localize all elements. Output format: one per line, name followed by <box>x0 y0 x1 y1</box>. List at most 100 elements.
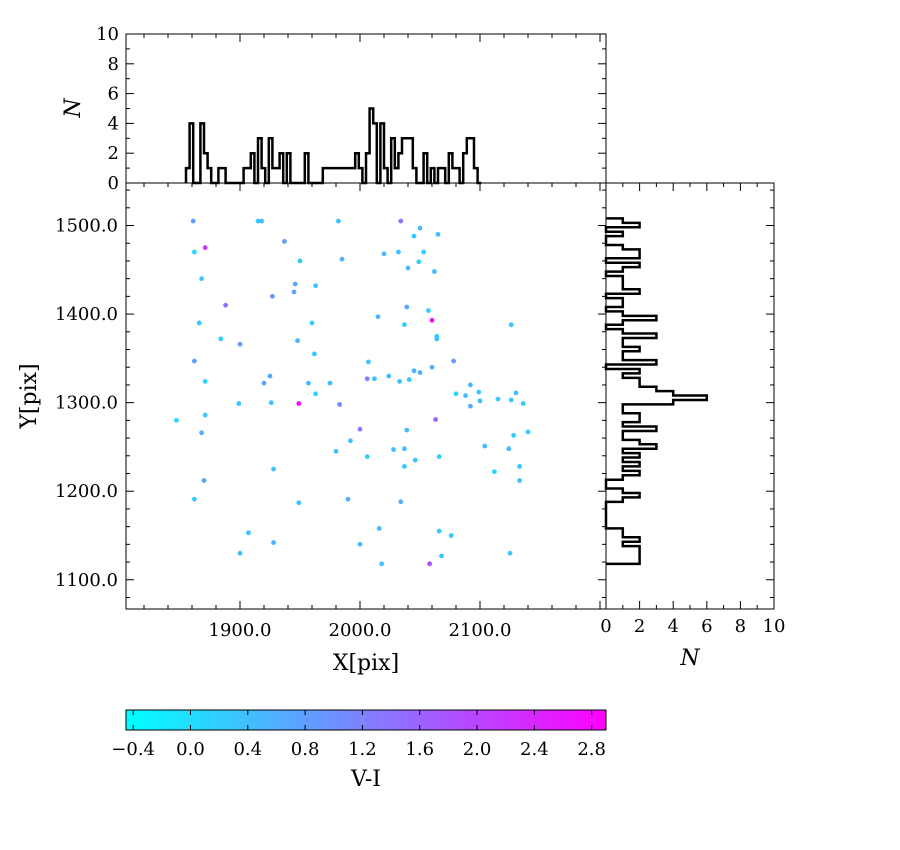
colorbar-tick-label: 1.2 <box>348 739 377 760</box>
scatter-point <box>432 269 437 274</box>
scatter-point <box>312 351 317 357</box>
y-tick-label: 1300.0 <box>55 393 118 414</box>
scatter-point <box>448 533 454 538</box>
scatter-point <box>381 251 387 257</box>
scatter-point <box>271 540 276 545</box>
scatter-point <box>477 398 483 404</box>
scatter-point <box>402 464 407 469</box>
right-hist-x-tick-label: 0 <box>600 616 611 637</box>
scatter-point <box>426 308 431 313</box>
scatter-point <box>508 397 514 403</box>
top-histogram: 0 2 4 6 8 10 N <box>61 24 607 194</box>
scatter-point <box>482 443 488 449</box>
scatter-point <box>402 322 407 328</box>
scatter-point <box>507 550 513 556</box>
scatter-point <box>336 218 341 224</box>
scatter-ylabel: Y[pix] <box>17 363 42 429</box>
scatter-point <box>337 402 342 407</box>
scatter-point <box>306 380 311 386</box>
top-hist-y-tick-label: 2 <box>108 143 119 164</box>
scatter-point <box>513 390 519 396</box>
colorbar-tick-label: 2.0 <box>463 739 492 760</box>
scatter-point <box>525 429 531 435</box>
scatter-point <box>453 391 459 397</box>
scatter-point <box>404 427 410 433</box>
scatter-point <box>417 370 423 375</box>
scatter-point <box>508 322 514 328</box>
scatter-point <box>492 469 497 475</box>
scatter-point <box>372 376 377 382</box>
right-histogram-xlabel: N <box>679 646 700 671</box>
scatter-point <box>296 500 302 506</box>
scatter-point <box>261 380 267 386</box>
y-tick-label: 1400.0 <box>55 304 118 325</box>
scatter-point <box>406 377 412 383</box>
scatter-point <box>404 304 410 310</box>
right-hist-x-tick-label: 8 <box>735 616 746 637</box>
scatter-y-ticks: 1100.0 1200.0 1300.0 1400.0 1500.0 <box>55 189 606 598</box>
scatter-point <box>297 258 303 264</box>
scatter-point <box>468 382 473 388</box>
scatter-point <box>309 320 315 326</box>
top-histogram-ylabel: N <box>61 98 86 119</box>
scatter-frame <box>125 182 607 610</box>
y-tick-label: 1200.0 <box>55 481 118 502</box>
scatter-x-ticks: 1900.0 2000.0 2100.0 <box>143 183 601 641</box>
scatter-point <box>190 218 196 224</box>
scatter-point <box>451 358 456 364</box>
top-hist-y-tick-label: 6 <box>108 84 119 105</box>
scatter-point <box>433 417 438 422</box>
scatter-point <box>517 464 522 469</box>
scatter-point <box>398 499 404 505</box>
scatter-point <box>405 265 411 271</box>
colorbar: −0.4 0.0 0.4 0.8 1.2 1.6 2.0 2.4 2.8 V-I <box>111 709 607 792</box>
scatter-point <box>192 249 197 255</box>
scatter-point <box>218 336 224 342</box>
scatter-point <box>463 393 468 398</box>
scatter-point <box>313 283 318 289</box>
scatter-point <box>223 302 229 308</box>
right-histogram: 0 2 4 6 8 10 N <box>600 182 785 671</box>
colorbar-gradient <box>125 709 607 731</box>
scatter-point <box>292 281 298 287</box>
scatter-point <box>357 426 363 432</box>
scatter-point <box>192 496 197 502</box>
colorbar-tick-label: 1.6 <box>405 739 434 760</box>
scatter-point <box>417 225 423 231</box>
scatter-point <box>267 373 273 379</box>
scatter-point <box>291 289 297 295</box>
scatter-point <box>434 336 440 342</box>
right-hist-x-tick-label: 4 <box>667 616 678 637</box>
scatter-point <box>271 466 276 472</box>
colorbar-tick-label: 0.0 <box>176 739 205 760</box>
scatter-point <box>416 259 422 265</box>
scatter-point <box>429 364 435 370</box>
scatter-point <box>327 380 333 386</box>
scatter-point <box>199 430 205 436</box>
colorbar-ticks: −0.4 0.0 0.4 0.8 1.2 1.6 2.0 2.4 2.8 <box>111 710 606 760</box>
scatter-point <box>255 218 261 224</box>
scatter-point <box>412 457 418 463</box>
scatter-point <box>402 446 407 452</box>
scatter-point <box>495 396 501 402</box>
colorbar-tick-label: 0.4 <box>233 739 262 760</box>
scatter-point <box>476 389 482 395</box>
scatter-point <box>196 320 202 326</box>
colorbar-tick-label: 2.4 <box>520 739 549 760</box>
scatter-point <box>246 530 251 536</box>
scatter-point <box>192 358 197 364</box>
scatter-xlabel: X[pix] <box>333 651 399 676</box>
scatter-point <box>379 561 384 567</box>
right-histogram-steps <box>604 217 709 566</box>
scatter-point <box>386 373 392 379</box>
scatter-point <box>199 276 205 282</box>
x-tick-label: 2100.0 <box>449 620 512 641</box>
scatter-point <box>364 454 370 460</box>
scatter-point <box>398 218 404 224</box>
scatter-points <box>174 218 531 567</box>
scatter-point <box>270 293 275 299</box>
scatter-point <box>439 553 444 559</box>
scatter-point <box>313 391 318 397</box>
top-hist-y-tick-label: 8 <box>108 54 119 75</box>
